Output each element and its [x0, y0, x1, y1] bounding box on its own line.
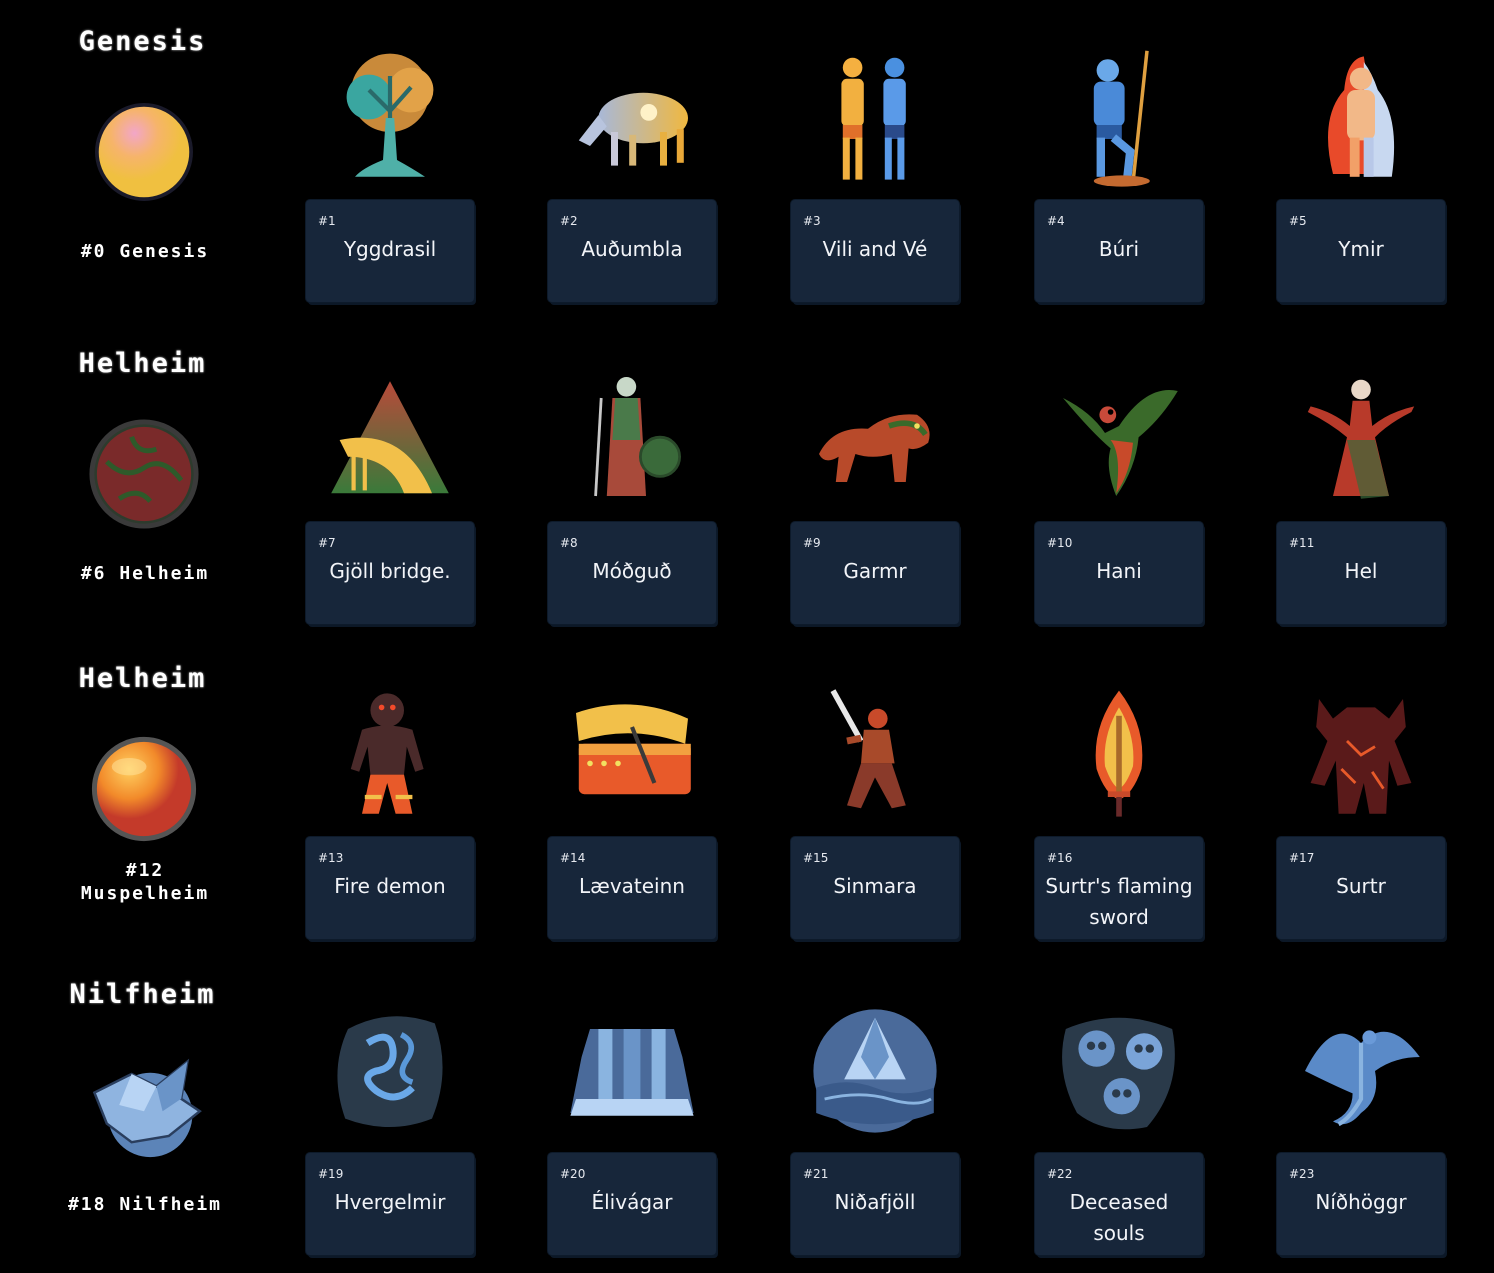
rooster-icon[interactable] [1049, 370, 1189, 510]
serpent-well-icon[interactable] [320, 1001, 460, 1141]
card-number: #4 [1047, 214, 1065, 228]
card-number: #17 [1289, 851, 1315, 865]
card-name: Élivágar [591, 1190, 673, 1214]
card-number: #20 [560, 1167, 586, 1181]
helheim-planet-icon[interactable] [82, 412, 206, 536]
entity-card[interactable]: #15 Sinmara [791, 837, 959, 939]
realm-title: Helheim [78, 663, 207, 694]
card-number: #16 [1047, 851, 1073, 865]
card-number: #13 [318, 851, 344, 865]
genesis-sun-icon[interactable] [82, 90, 206, 214]
entity-card[interactable]: #3 Vili and Vé [791, 200, 959, 302]
card-number: #8 [560, 536, 578, 550]
two-figures-icon[interactable] [805, 48, 945, 188]
entity-card[interactable]: #11 Hel [1277, 522, 1445, 624]
card-name: Móðguð [592, 559, 672, 583]
giant-icon[interactable] [1291, 48, 1431, 188]
card-name: Surtr [1336, 874, 1386, 898]
entity-card[interactable]: #8 Móðguð [548, 522, 716, 624]
entity-card[interactable]: #7 Gjöll bridge. [306, 522, 474, 624]
card-number: #15 [803, 851, 829, 865]
card-number: #21 [803, 1167, 829, 1181]
card-number: #3 [803, 214, 821, 228]
realm-label: #0 Genesis [80, 241, 210, 262]
entity-card[interactable]: #19 Hvergelmir [306, 1153, 474, 1255]
card-number: #7 [318, 536, 336, 550]
muspelheim-planet-icon[interactable] [82, 727, 206, 851]
flaming-sword-icon[interactable] [1049, 685, 1189, 825]
card-name: Hani [1096, 559, 1142, 583]
card-name: Niðafjöll [834, 1190, 916, 1214]
entity-card[interactable]: #9 Garmr [791, 522, 959, 624]
realm-title: Nilfheim [69, 979, 216, 1010]
entity-card[interactable]: #17 Surtr [1277, 837, 1445, 939]
goddess-icon[interactable] [1291, 370, 1431, 510]
entity-card[interactable]: #2 Auðumbla [548, 200, 716, 302]
card-name: Surtr's flaming sword [1045, 874, 1193, 929]
card-name: Lævateinn [579, 874, 685, 898]
card-number: #9 [803, 536, 821, 550]
entity-card[interactable]: #14 Lævateinn [548, 837, 716, 939]
card-name: Níðhöggr [1315, 1190, 1407, 1214]
entity-card[interactable]: #5 Ymir [1277, 200, 1445, 302]
realm-label: #6 Helheim [80, 563, 210, 584]
entity-card[interactable]: #4 Búri [1035, 200, 1203, 302]
bridge-icon[interactable] [320, 370, 460, 510]
card-name: Búri [1098, 237, 1140, 261]
card-name: Fire demon [334, 874, 446, 898]
card-name: Garmr [843, 559, 907, 583]
realm-title: Genesis [78, 26, 207, 57]
entity-card[interactable]: #20 Élivágar [548, 1153, 716, 1255]
realm-row: Helheim #6 Helheim #7 Gjöll bridge. #8 Móðguð… [0, 322, 1494, 642]
tree-icon[interactable] [320, 48, 460, 188]
card-name: Vili and Vé [822, 237, 928, 261]
dragon-icon[interactable] [1291, 1001, 1431, 1141]
card-name: Deceased souls [1069, 1190, 1169, 1245]
card-name: Yggdrasil [343, 237, 437, 261]
realm-label: #18 Nilfheim [67, 1194, 223, 1215]
treasure-chest-icon[interactable] [562, 685, 702, 825]
cow-icon[interactable] [562, 48, 702, 188]
card-name: Hvergelmir [334, 1190, 446, 1214]
entity-card[interactable]: #21 Niðafjöll [791, 1153, 959, 1255]
sword-warrior-icon[interactable] [805, 685, 945, 825]
shield-maiden-icon[interactable] [562, 370, 702, 510]
entity-card[interactable]: #10 Hani [1035, 522, 1203, 624]
mountain-icon[interactable] [805, 1001, 945, 1141]
card-number: #11 [1289, 536, 1315, 550]
card-name: Sinmara [833, 874, 917, 898]
entity-card[interactable]: #22 Deceased souls [1035, 1153, 1203, 1255]
staff-figure-icon[interactable] [1049, 48, 1189, 188]
fire-demon-icon[interactable] [320, 685, 460, 825]
wolf-icon[interactable] [805, 370, 945, 510]
card-number: #23 [1289, 1167, 1315, 1181]
entity-card[interactable]: #13 Fire demon [306, 837, 474, 939]
card-number: #19 [318, 1167, 344, 1181]
card-number: #1 [318, 214, 336, 228]
ice-river-icon[interactable] [562, 1001, 702, 1141]
realm-row: Nilfheim #18 Nilfheim #19 Hvergelmir #20 Éliv… [0, 953, 1494, 1273]
card-number: #5 [1289, 214, 1307, 228]
realm-label: #12 Muspelheim [80, 860, 210, 904]
skulls-icon[interactable] [1049, 1001, 1189, 1141]
entity-card[interactable]: #16 Surtr's flaming sword [1035, 837, 1203, 939]
card-number: #10 [1047, 536, 1073, 550]
realm-title: Helheim [78, 348, 207, 379]
card-name: Gjöll bridge. [329, 559, 451, 583]
nilfheim-crystal-icon[interactable] [82, 1043, 206, 1167]
entity-card[interactable]: #23 Níðhöggr [1277, 1153, 1445, 1255]
card-name: Hel [1344, 559, 1378, 583]
fire-giant-icon[interactable] [1291, 685, 1431, 825]
entity-card[interactable]: #1 Yggdrasil [306, 200, 474, 302]
realm-row: Genesis #0 Genesis #1 Yggdrasil #2 Auðumbla #3… [0, 0, 1494, 320]
card-number: #22 [1047, 1167, 1073, 1181]
card-number: #2 [560, 214, 578, 228]
realm-row: Helheim #12 Muspelheim #13 Fire demon #14 Læv… [0, 637, 1494, 957]
card-name: Auðumbla [581, 237, 683, 261]
card-name: Ymir [1338, 237, 1384, 261]
card-number: #14 [560, 851, 586, 865]
